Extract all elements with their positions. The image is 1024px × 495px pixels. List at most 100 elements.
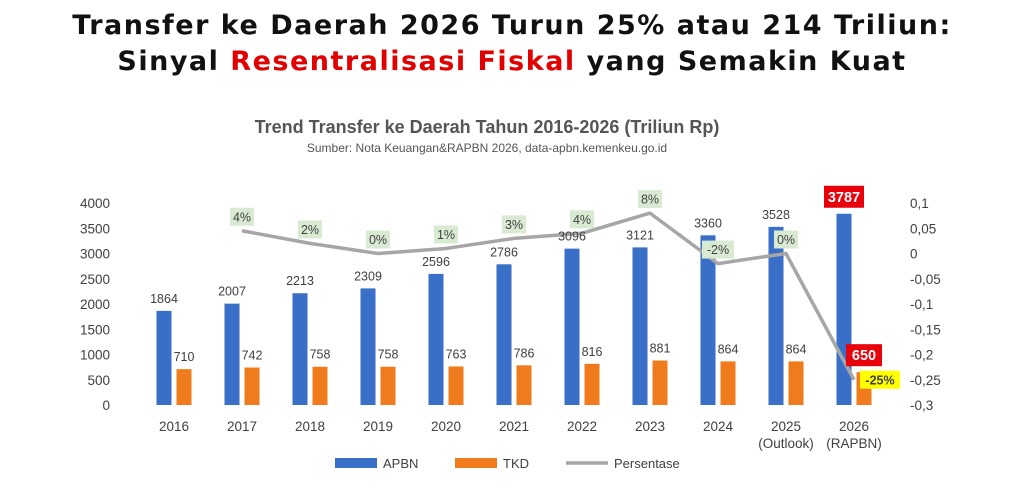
- tkd-value-label: 758: [378, 348, 399, 362]
- tkd-value-label: 758: [310, 348, 331, 362]
- x-tick-label: (Outlook): [758, 436, 814, 451]
- headline-prefix: Sinyal: [117, 46, 231, 77]
- bar-value-labels: 1864 710 2007 742 2213 758 2309 758 2596 763 2786 7…: [150, 185, 882, 367]
- x-tick-label: (RAPBN): [826, 436, 882, 451]
- apbn-value-label: 3096: [558, 230, 586, 244]
- apbn-bar: [428, 273, 444, 405]
- tkd-bar: [176, 369, 192, 405]
- apbn-bar: [564, 248, 580, 405]
- percentage-label-box: [702, 240, 734, 259]
- percentage-label: 1%: [437, 228, 455, 242]
- right-tick-label: -0,1: [910, 297, 933, 312]
- left-tick-label: 1500: [80, 322, 110, 337]
- left-tick-label: 4000: [80, 196, 110, 211]
- percentage-label-box: [230, 207, 254, 226]
- apbn-value-label: 2309: [354, 269, 382, 283]
- percentage-label-box: [366, 230, 390, 249]
- tkd-value-label: 650: [852, 348, 876, 364]
- apbn-bar: [632, 247, 648, 405]
- right-axis: -0,3 -0,25 -0,2 -0,15 -0,1 -0,05 0 0,05 0,1: [910, 196, 941, 413]
- x-tick-label: 2023: [635, 419, 665, 434]
- tkd-highlight-box: [846, 344, 882, 367]
- tkd-bar: [584, 363, 600, 405]
- chart-legend: APBN TKD Persentase: [335, 456, 680, 471]
- headline-line-2: Sinyal Resentralisasi Fiskal yang Semaki…: [0, 46, 1024, 77]
- percentage-label-box: [638, 190, 662, 209]
- left-tick-label: 2500: [80, 272, 110, 287]
- percentage-label-box: [774, 230, 798, 249]
- x-tick-label: 2026: [839, 419, 869, 434]
- left-axis: 0 500 1000 1500 2000 2500 3000 3500 4000: [80, 196, 110, 413]
- right-tick-label: -0,3: [910, 398, 933, 413]
- apbn-value-label: 2786: [490, 245, 518, 259]
- percentage-label-box: [502, 215, 526, 234]
- tkd-value-label: 864: [718, 342, 739, 356]
- percentage-series-line: [241, 211, 856, 381]
- tkd-bar: [448, 366, 464, 405]
- percentage-label: 0%: [777, 233, 795, 247]
- tkd-value-label: 864: [786, 342, 807, 356]
- tkd-bar: [312, 366, 328, 405]
- percentage-label: 8%: [641, 193, 659, 207]
- right-tick-label: 0: [910, 247, 918, 262]
- apbn-value-label: 3360: [694, 216, 722, 230]
- tkd-bar: [720, 361, 736, 405]
- apbn-value-label: 3787: [828, 190, 860, 206]
- apbn-value-label: 2213: [286, 274, 314, 288]
- right-tick-label: 0,05: [910, 221, 936, 236]
- tkd-value-label: 710: [174, 350, 195, 364]
- percentage-label: 4%: [233, 210, 251, 224]
- percentage-label: 2%: [301, 223, 319, 237]
- x-tick-label: 2017: [227, 419, 257, 434]
- tkd-value-label: 742: [242, 349, 263, 363]
- percentage-label: -2%: [707, 243, 729, 257]
- percentage-label-box: [570, 210, 594, 229]
- x-tick-label: 2025: [771, 419, 801, 434]
- tkd-bar: [244, 367, 260, 405]
- left-tick-label: 1000: [80, 348, 110, 363]
- tkd-bar: [652, 360, 668, 405]
- legend-apbn-swatch: [335, 458, 377, 468]
- apbn-highlight-box: [824, 185, 864, 208]
- chart-subtitle: Sumber: Nota Keuangan&RAPBN 2026, data-a…: [307, 141, 667, 155]
- tkd-value-label: 816: [582, 345, 603, 359]
- legend-apbn-label: APBN: [383, 456, 418, 471]
- percentage-label-box: [298, 220, 322, 239]
- bar-series: [156, 213, 872, 405]
- left-tick-label: 3000: [80, 247, 110, 262]
- x-tick-label: 2022: [567, 419, 597, 434]
- right-tick-label: -0,05: [910, 272, 941, 287]
- percentage-label: -25%: [865, 373, 894, 387]
- x-tick-label: 2018: [295, 419, 325, 434]
- legend-persentase-label: Persentase: [614, 456, 680, 471]
- apbn-bar: [156, 310, 172, 405]
- right-tick-label: 0,1: [910, 196, 929, 211]
- apbn-bar: [768, 226, 784, 405]
- tkd-bar: [380, 366, 396, 405]
- headline-suffix: yang Semakin Kuat: [575, 46, 907, 77]
- tkd-value-label: 786: [514, 346, 535, 360]
- apbn-value-label: 2007: [218, 285, 246, 299]
- tkd-bar: [788, 361, 804, 405]
- x-tick-label: 2020: [431, 419, 461, 434]
- left-tick-label: 500: [87, 373, 110, 388]
- apbn-bar: [292, 293, 308, 405]
- right-tick-label: -0,2: [910, 348, 933, 363]
- apbn-bar: [360, 288, 376, 405]
- x-tick-label: 2024: [703, 419, 734, 434]
- percentage-label-box: [434, 225, 458, 244]
- apbn-bar: [224, 303, 240, 405]
- right-tick-label: -0,25: [910, 373, 941, 388]
- x-axis: 2016 2017 2018 2019 2020 2021 2022 2023 2024 2025…: [159, 419, 882, 451]
- chart-title: Trend Transfer ke Daerah Tahun 2016-2026…: [255, 117, 720, 137]
- percentage-label: 3%: [505, 218, 523, 232]
- percentage-line: [241, 211, 856, 381]
- apbn-bar: [836, 213, 852, 405]
- headline-line-1: Transfer ke Daerah 2026 Turun 25% atau 2…: [72, 10, 952, 41]
- apbn-value-label: 1864: [150, 292, 178, 306]
- percentage-label: 0%: [369, 233, 387, 247]
- x-tick-label: 2016: [159, 419, 189, 434]
- headline-accent: Resentralisasi Fiskal: [230, 46, 576, 77]
- left-tick-label: 3500: [80, 221, 110, 236]
